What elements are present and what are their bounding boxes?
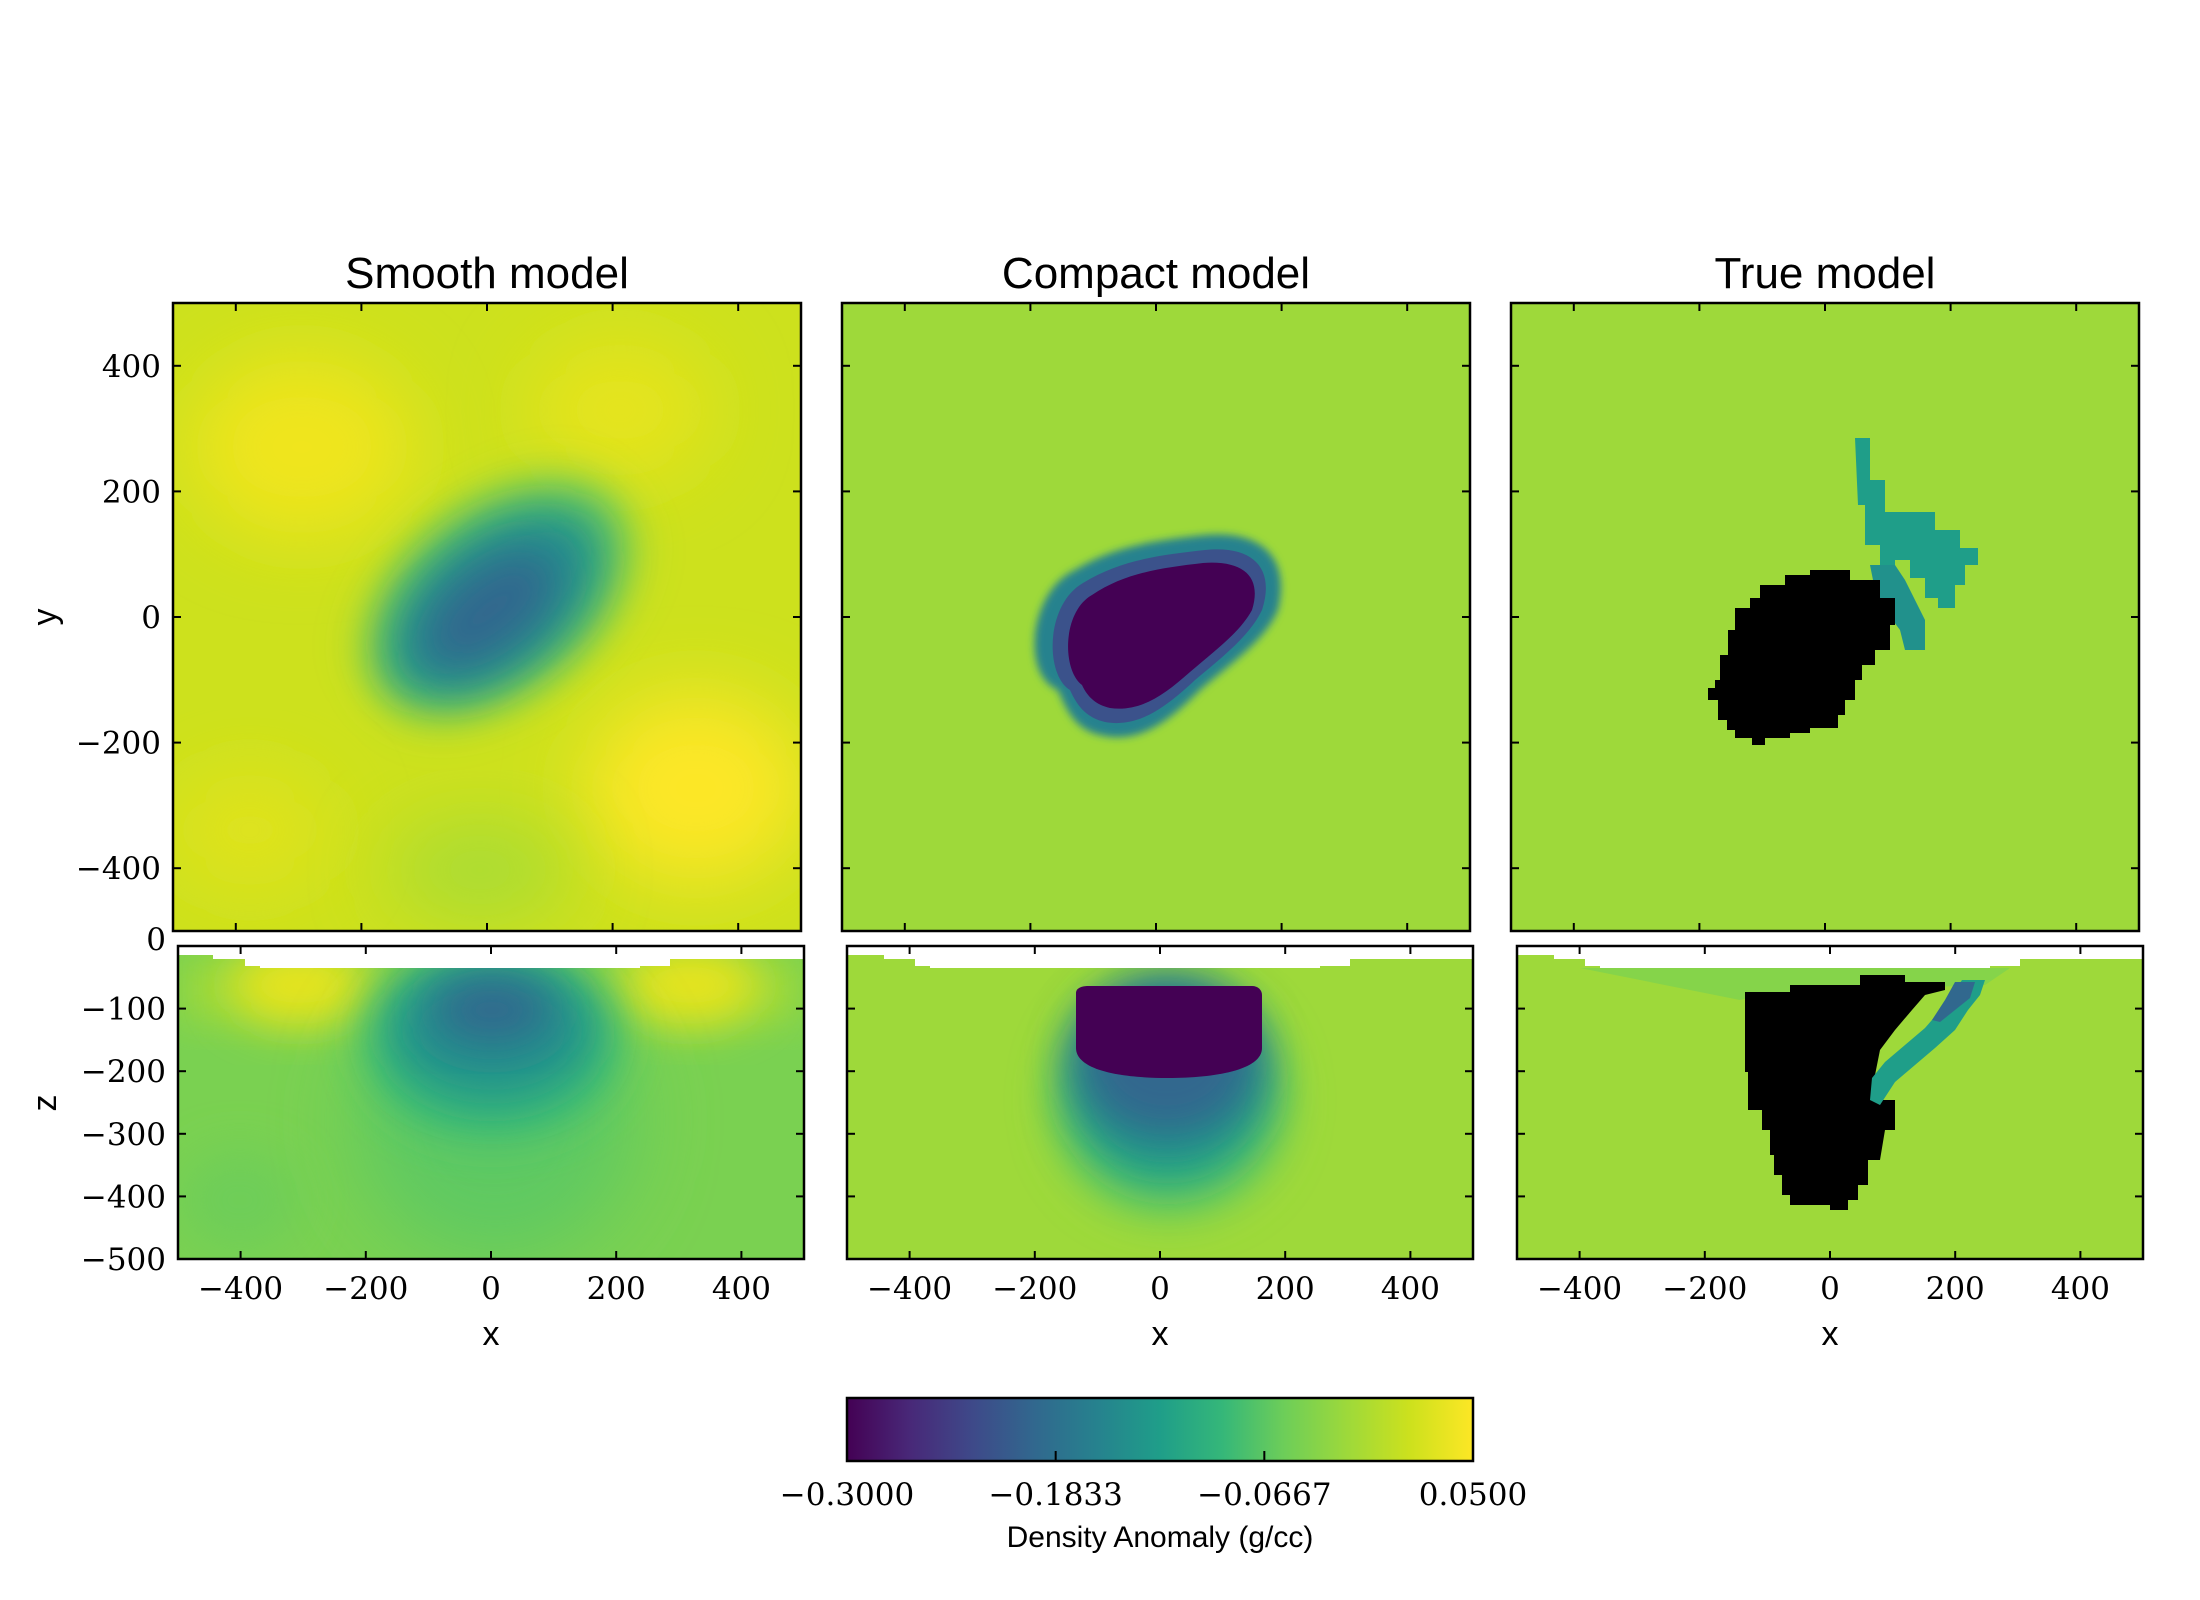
x-tick-label: 400 (2051, 1271, 2110, 1307)
colorbar-ticks: −0.3000 −0.1833 −0.0667 0.0500 (780, 1451, 1527, 1513)
true-plan-teal-lower (1870, 565, 1925, 650)
compact-section-heatmap (847, 946, 1473, 1259)
title-smooth-model: Smooth model (345, 249, 629, 298)
x-tick-label: −200 (992, 1271, 1077, 1307)
x-tick-label: 0 (481, 1271, 501, 1307)
title-true-model: True model (1715, 249, 1936, 298)
colorbar-label: Density Anomaly (g/cc) (1007, 1521, 1314, 1554)
x-tick-label: −400 (1537, 1271, 1622, 1307)
x-tick-label: 400 (1381, 1271, 1440, 1307)
x-tick-label: 400 (712, 1271, 771, 1307)
smooth-section-heatmap (178, 946, 804, 1259)
z-tick-label: −300 (81, 1117, 166, 1153)
colorbar-tick-label: −0.3000 (780, 1477, 914, 1513)
x-tick-label: −400 (198, 1271, 283, 1307)
colorbar-tick-label: −0.1833 (988, 1477, 1122, 1513)
x-tick-label: 0 (1820, 1271, 1840, 1307)
x-tick-label: 200 (1256, 1271, 1315, 1307)
z-tick-label: −400 (81, 1179, 166, 1215)
compact-plan-heatmap (842, 303, 1470, 931)
true-section-heatmap (1517, 946, 2143, 1259)
z-tick-label: −100 (81, 992, 166, 1028)
true-section-teal-dike (1870, 980, 1985, 1105)
true-plan-heatmap (1511, 303, 2139, 931)
x-tick-label: −200 (323, 1271, 408, 1307)
smooth-plan-heatmap (173, 303, 801, 931)
z-tick-label: −200 (81, 1054, 166, 1090)
colorbar-tick-label: −0.0667 (1197, 1477, 1331, 1513)
z-axis-label: z (26, 1095, 64, 1112)
title-compact-model: Compact model (1002, 249, 1310, 298)
z-tick-label: −500 (81, 1242, 166, 1278)
colorbar-tick-label: 0.0500 (1419, 1477, 1527, 1513)
x-tick-label: 0 (1150, 1271, 1170, 1307)
x-tick-label: 200 (587, 1271, 646, 1307)
true-section-purple-body (1745, 975, 1945, 1210)
y-tick-label: 200 (102, 474, 161, 510)
x-tick-label: −200 (1662, 1271, 1747, 1307)
colorbar (845, 1396, 1475, 1463)
x-axis-label-smooth: x (483, 1315, 500, 1353)
y-tick-label: −200 (76, 726, 161, 762)
x-tick-label: 200 (1926, 1271, 1985, 1307)
y-tick-label: 400 (102, 349, 161, 385)
z-tick-label: 0 (146, 922, 166, 958)
true-plan-purple-body (1708, 570, 1895, 745)
x-axis-label-compact: x (1152, 1315, 1169, 1353)
y-tick-label: −400 (76, 851, 161, 887)
axes-layer: 400 200 0 −200 −400 0 −100 −200 −300 −400 −500 −400… (76, 303, 2143, 1307)
x-tick-label: −400 (867, 1271, 952, 1307)
y-axis-label: y (26, 609, 64, 626)
x-axis-label-true: x (1822, 1315, 1839, 1353)
y-tick-label: 0 (141, 600, 161, 636)
